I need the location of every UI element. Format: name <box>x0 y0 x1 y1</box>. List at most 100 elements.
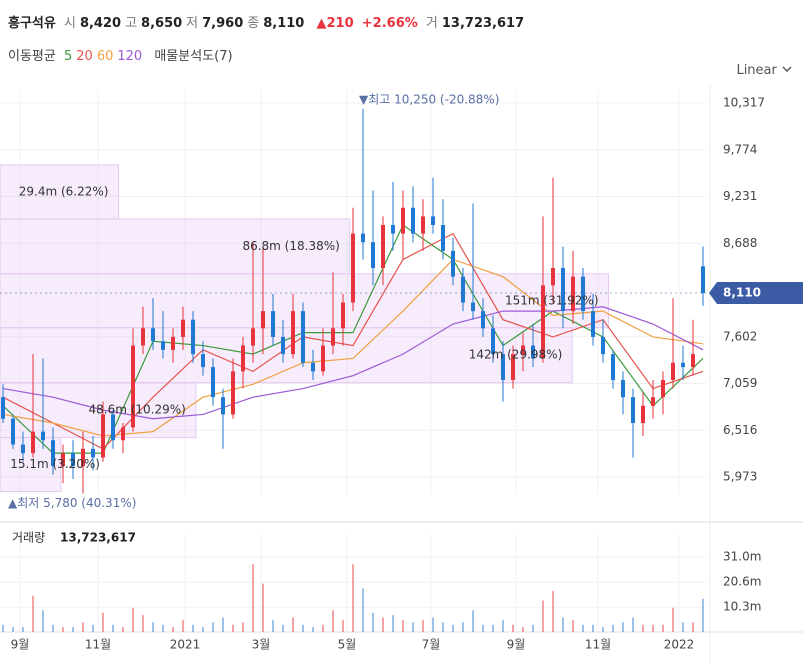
candle-body <box>191 319 195 355</box>
candle-body <box>651 397 655 406</box>
candle-body <box>11 418 15 445</box>
quote-value: 8,420 <box>79 16 122 31</box>
volume-bar <box>402 619 404 632</box>
y-tick-label: 8,688 <box>723 236 757 250</box>
volume-bar <box>252 564 254 632</box>
candle-body <box>671 362 675 380</box>
candle-body <box>61 453 65 467</box>
volume-bar <box>582 624 584 632</box>
volume-bar <box>392 615 394 632</box>
ma-legend: 5 20 60 120 <box>64 49 146 64</box>
x-tick-label: 11월 <box>585 638 611 652</box>
x-tick-label: 5월 <box>338 638 357 652</box>
x-tick-label: 3월 <box>252 638 271 652</box>
y-tick-label: 10,317 <box>723 96 765 110</box>
candle-body <box>421 216 425 234</box>
volume-bar <box>602 627 604 632</box>
volume-bar <box>612 624 614 632</box>
candle-body <box>361 233 365 243</box>
v-tick-label: 10.3m <box>723 600 761 614</box>
candle-body <box>681 362 685 368</box>
last-price-label: 8,110 <box>723 286 761 300</box>
volume-bar <box>302 624 304 632</box>
volume-profile-bar <box>0 218 351 275</box>
candle-body <box>621 379 625 398</box>
volume-bar <box>82 622 84 632</box>
volume-bar <box>132 607 134 632</box>
candle-body <box>591 311 595 337</box>
y-tick-label: 9,774 <box>723 142 757 156</box>
candle-body <box>471 302 475 312</box>
volume-bar <box>452 624 454 632</box>
candle-body <box>221 397 225 415</box>
legend-entry: 60 <box>96 49 114 64</box>
candle-body <box>301 311 305 363</box>
volume-bar <box>262 583 264 632</box>
volume-bar <box>282 624 284 632</box>
volume-bar <box>562 617 564 632</box>
candle-body <box>401 207 405 234</box>
quote-label: 시 <box>63 16 76 31</box>
low-annotation: ▲최저 5,780 (40.31%) <box>8 496 136 510</box>
x-tick-label: 9월 <box>11 638 30 652</box>
volume-bar <box>62 627 64 632</box>
candle-body <box>481 311 485 329</box>
volume-bar <box>382 617 384 632</box>
volume-bar <box>112 624 114 632</box>
volume-total: 13,723,617 <box>60 531 136 545</box>
quote-value: 7,960 <box>202 16 244 31</box>
volume-bar <box>2 624 4 632</box>
candle-body <box>241 345 245 372</box>
candle-body <box>1 397 5 419</box>
volume-bar <box>692 622 694 632</box>
volume-bar <box>432 617 434 632</box>
quote-value: 8,650 <box>141 16 183 31</box>
candle-body <box>331 328 335 346</box>
candle-body <box>231 371 235 415</box>
volume-bar <box>92 624 94 632</box>
volume-bar <box>522 627 524 632</box>
candle-body <box>71 453 75 467</box>
volume-value: 13,723,617 <box>441 16 525 31</box>
legend[interactable]: 이동평균 5 20 60 120 매물분석도(7) <box>8 45 237 64</box>
legend-entry: 5 <box>63 49 73 64</box>
volume-bar <box>172 627 174 632</box>
candle-body <box>351 233 355 303</box>
scale-toggle[interactable]: Linear <box>736 63 793 78</box>
volume-bar <box>342 619 344 632</box>
change: ▲210 <box>316 16 354 31</box>
y-tick-label: 7,059 <box>723 376 757 390</box>
volume-profile-label: 142m (29.98%) <box>469 348 563 362</box>
volume-bar <box>212 622 214 632</box>
candle-body <box>211 367 215 398</box>
volume-bar <box>622 622 624 632</box>
volume-bar <box>52 624 54 632</box>
x-tick-label: 2022 <box>664 638 695 652</box>
candle-body <box>101 414 105 458</box>
volume-bar <box>672 607 674 632</box>
candle-body <box>81 448 85 467</box>
volume-bar <box>532 624 534 632</box>
volume-profile-label: 86.8m (18.38%) <box>242 239 339 253</box>
volume-bar <box>512 624 514 632</box>
candle-body <box>451 250 455 277</box>
candle-body <box>371 242 375 269</box>
volume-bar <box>552 590 554 632</box>
candle-body <box>281 336 285 355</box>
candle-body <box>381 225 385 269</box>
ma-title: 이동평균 <box>8 49 56 64</box>
volume-bar <box>642 624 644 632</box>
volume-bar <box>192 624 194 632</box>
candle-body <box>341 302 345 329</box>
candle-body <box>601 336 605 355</box>
candle-body <box>641 405 645 424</box>
profile-title[interactable]: 매물분석도(7) <box>154 49 233 64</box>
volume-bar <box>242 622 244 632</box>
volume-bar <box>102 612 104 632</box>
candle-body <box>321 345 325 372</box>
quotes: 시 8,420 고 8,650 저 7,960 종 8,110 <box>64 16 308 31</box>
volume-bar <box>272 619 274 632</box>
candle-body <box>91 448 95 458</box>
scale-mode: Linear <box>736 63 777 78</box>
